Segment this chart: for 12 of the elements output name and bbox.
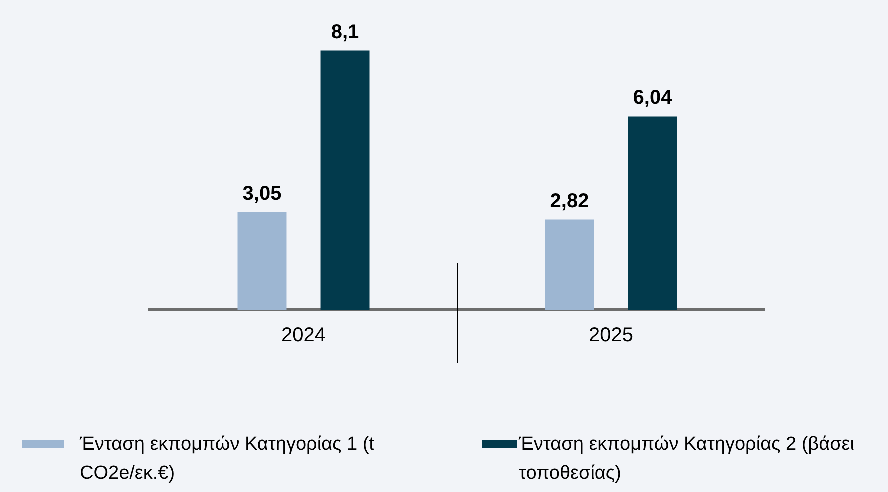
data-label: 6,04 (633, 87, 674, 110)
data-label: 2,82 (550, 190, 590, 212)
bar (545, 220, 594, 310)
data-label: 8,1 (331, 21, 360, 44)
bar (628, 116, 678, 310)
x-tick-label: 2025 (589, 324, 634, 347)
legend-label: Ένταση εκπομπών Κατηγορίας 1 (t CO2e/εκ.€) (80, 433, 376, 486)
data-label: 3,05 (242, 182, 282, 205)
bar (238, 212, 287, 310)
x-tick-label: 2024 (282, 324, 326, 347)
legend-label: Ένταση εκπομπών Κατηγορίας 2 (βάσει τοποθεσίας) (519, 433, 856, 486)
bar (320, 50, 370, 310)
